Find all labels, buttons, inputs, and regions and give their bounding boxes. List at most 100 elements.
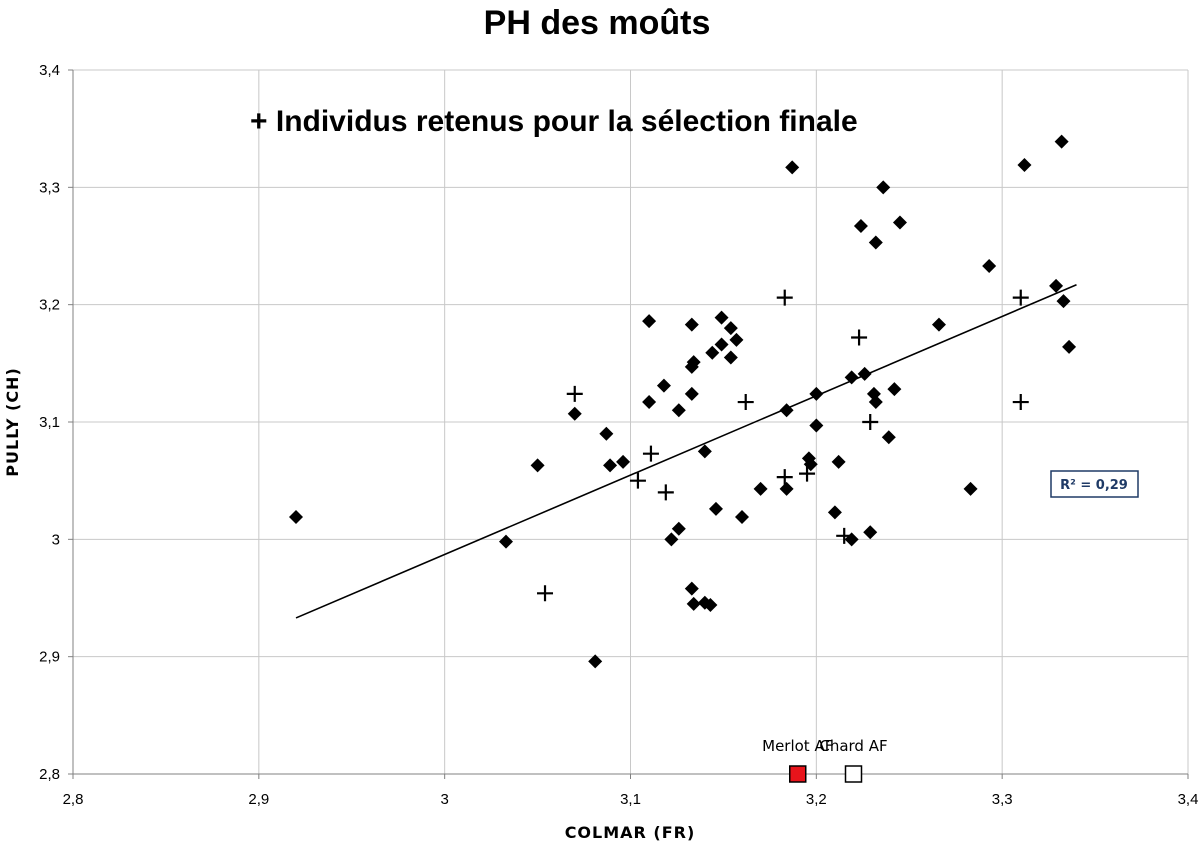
diamond-point [887, 382, 902, 397]
plus-point [862, 414, 879, 430]
reference-point-label: Merlot AF [762, 737, 833, 755]
diamond-point [1049, 278, 1064, 293]
r2-box: R² = 0,29 [1050, 470, 1139, 498]
plus-point [851, 329, 868, 346]
diamond-point [723, 321, 738, 336]
trendline-group [295, 283, 1077, 619]
plus-point [776, 289, 793, 306]
x-axis-title: COLMAR (FR) [565, 823, 696, 842]
diamond-point [863, 525, 878, 540]
diamond-point [684, 386, 699, 401]
plus-point [566, 385, 583, 402]
x-tick-label: 3,1 [620, 791, 641, 808]
plus-point [642, 445, 659, 462]
diamond-point [603, 458, 618, 473]
diamond-point [735, 510, 749, 525]
plus-point [629, 472, 646, 489]
diamond-point [779, 481, 794, 496]
diamond-point [844, 370, 859, 385]
diamond-point [684, 581, 699, 596]
plus-point [657, 484, 674, 501]
diamond-point [588, 654, 603, 669]
diamond-point [664, 532, 679, 547]
diamond-point [616, 454, 631, 469]
diamond-point [868, 235, 883, 250]
diamond-point [530, 458, 545, 473]
diamond-point [714, 310, 729, 325]
diamond-point [1056, 294, 1071, 309]
x-tick-label: 3,4 [1178, 791, 1199, 808]
x-tick-label: 2,9 [248, 791, 269, 808]
diamond-point [684, 317, 699, 332]
diamond-point [703, 598, 718, 613]
chart-title: PH des moûts [484, 4, 711, 42]
y-tick-label: 3,4 [39, 62, 60, 79]
x-tick-label: 2,8 [63, 791, 84, 808]
plus-point [1012, 394, 1029, 411]
diamond-point [642, 314, 657, 329]
y-tick-label: 2,9 [39, 649, 60, 666]
diamond-point [963, 481, 978, 496]
diamond-point [931, 317, 946, 332]
diamond-point [1054, 134, 1069, 149]
diamond-point [1062, 339, 1077, 354]
y-tick-label: 3,2 [39, 297, 60, 314]
plus-point [799, 465, 816, 482]
diamond-point [498, 534, 513, 549]
diamond-point [671, 403, 686, 418]
legend-note: + Individus retenus pour la sélection fi… [250, 105, 858, 138]
diamond-point [892, 215, 907, 230]
diamond-point [714, 337, 729, 352]
plus-point [737, 394, 754, 411]
diamond-point [656, 378, 671, 393]
y-tick-label: 3 [52, 531, 60, 548]
diamond-point [567, 406, 582, 421]
diamond-point [831, 454, 846, 469]
gridlines [73, 69, 1189, 774]
diamond-point [697, 444, 712, 459]
diamond-point [868, 395, 883, 410]
diamond-point [827, 505, 842, 520]
y-axis-title: PULLY (CH) [3, 367, 22, 477]
diamond-point [642, 395, 657, 410]
y-tick-label: 2,8 [39, 766, 60, 783]
diamond-point [708, 501, 723, 516]
reference-point-marker [789, 765, 807, 783]
diamond-point [809, 418, 824, 433]
diamond-point [881, 430, 896, 445]
x-tick-label: 3 [440, 791, 448, 808]
diamond-point [785, 160, 800, 175]
diamond-point [753, 481, 768, 496]
diamond-point [705, 345, 720, 360]
diamond-point [686, 355, 701, 370]
diamond-point [857, 366, 872, 381]
trendline [295, 283, 1077, 619]
reference-point-label: Chard AF [819, 737, 887, 755]
r2-label: R² = 0,29 [1060, 478, 1128, 493]
diamond-point [853, 219, 868, 234]
diamond-point [686, 596, 701, 611]
diamond-point [671, 521, 686, 536]
diamond-point [1017, 158, 1032, 173]
diamond-point [289, 510, 303, 525]
diamond-point [809, 386, 824, 401]
diamond-point [982, 258, 997, 273]
reference-point-marker [844, 765, 863, 783]
y-tick-label: 3,3 [39, 179, 60, 196]
x-tick-label: 3,2 [806, 791, 827, 808]
diamond-point [723, 350, 738, 365]
x-tick-label: 3,3 [992, 791, 1013, 808]
diamond-point [779, 403, 794, 418]
diamond-point [876, 180, 891, 195]
r2-box-frame [1050, 470, 1139, 498]
data-points [289, 134, 1077, 669]
diamond-point [729, 332, 744, 347]
tick-labels: 2,8 2,9 3 3,1 3,2 3,3 3,4 2,8 2,9 3 3,1 3,2 3,3 3,4 [39, 62, 1198, 808]
plus-point [1012, 289, 1029, 306]
plus-point [776, 469, 793, 486]
plus-point [836, 527, 853, 544]
y-tick-label: 3,1 [39, 414, 60, 431]
